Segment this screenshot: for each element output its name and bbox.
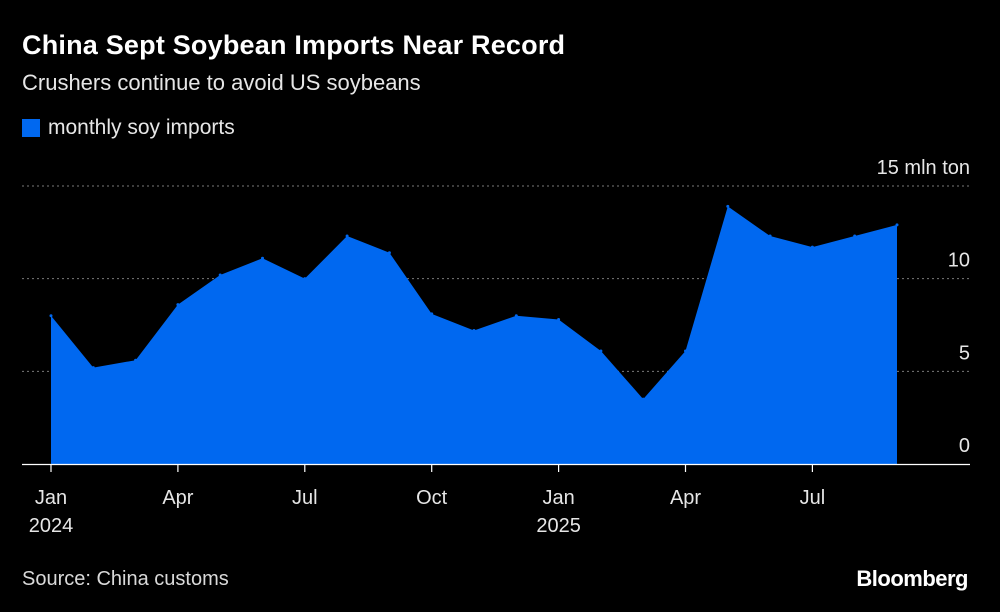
data-point bbox=[726, 204, 730, 208]
data-point bbox=[895, 223, 899, 227]
data-point bbox=[430, 312, 434, 316]
data-point bbox=[684, 349, 687, 353]
x-tick-label: Jul bbox=[292, 487, 318, 509]
data-point bbox=[134, 358, 138, 362]
data-point bbox=[49, 314, 53, 318]
x-tick-label: Jan bbox=[35, 487, 67, 509]
y-tick-label: 5 bbox=[959, 342, 970, 364]
data-point bbox=[218, 273, 222, 277]
x-tick-year-label: 2025 bbox=[536, 515, 581, 537]
data-point bbox=[853, 234, 857, 238]
data-point bbox=[810, 245, 814, 249]
data-point bbox=[472, 329, 476, 333]
x-tick-label: Jul bbox=[800, 487, 826, 509]
x-tick-label: Apr bbox=[670, 487, 701, 509]
data-point bbox=[768, 234, 772, 238]
legend-label: monthly soy imports bbox=[48, 116, 235, 139]
data-point bbox=[599, 349, 603, 353]
y-tick-label: 15 mln ton bbox=[877, 157, 970, 179]
data-point bbox=[261, 256, 264, 260]
data-point bbox=[514, 314, 518, 318]
y-tick-label: 0 bbox=[959, 435, 970, 457]
x-tick-label: Jan bbox=[542, 487, 574, 509]
data-point bbox=[557, 317, 561, 321]
y-tick-label: 10 bbox=[948, 250, 970, 272]
source-note: Source: China customs bbox=[22, 568, 229, 590]
chart-title: China Sept Soybean Imports Near Record bbox=[22, 30, 566, 60]
chart-subtitle: Crushers continue to avoid US soybeans bbox=[22, 70, 421, 95]
data-point bbox=[91, 366, 95, 370]
legend: monthly soy imports bbox=[22, 116, 235, 140]
data-point bbox=[303, 277, 307, 281]
x-tick-label: Oct bbox=[416, 487, 448, 509]
series-area bbox=[51, 206, 897, 465]
data-point bbox=[345, 234, 349, 238]
legend-swatch bbox=[22, 119, 40, 137]
x-tick-year-label: 2024 bbox=[29, 515, 74, 537]
data-point bbox=[176, 303, 180, 307]
data-point bbox=[387, 251, 391, 255]
bloomberg-logo: Bloomberg bbox=[856, 566, 968, 591]
data-point bbox=[641, 397, 645, 401]
x-tick-label: Apr bbox=[162, 487, 193, 509]
